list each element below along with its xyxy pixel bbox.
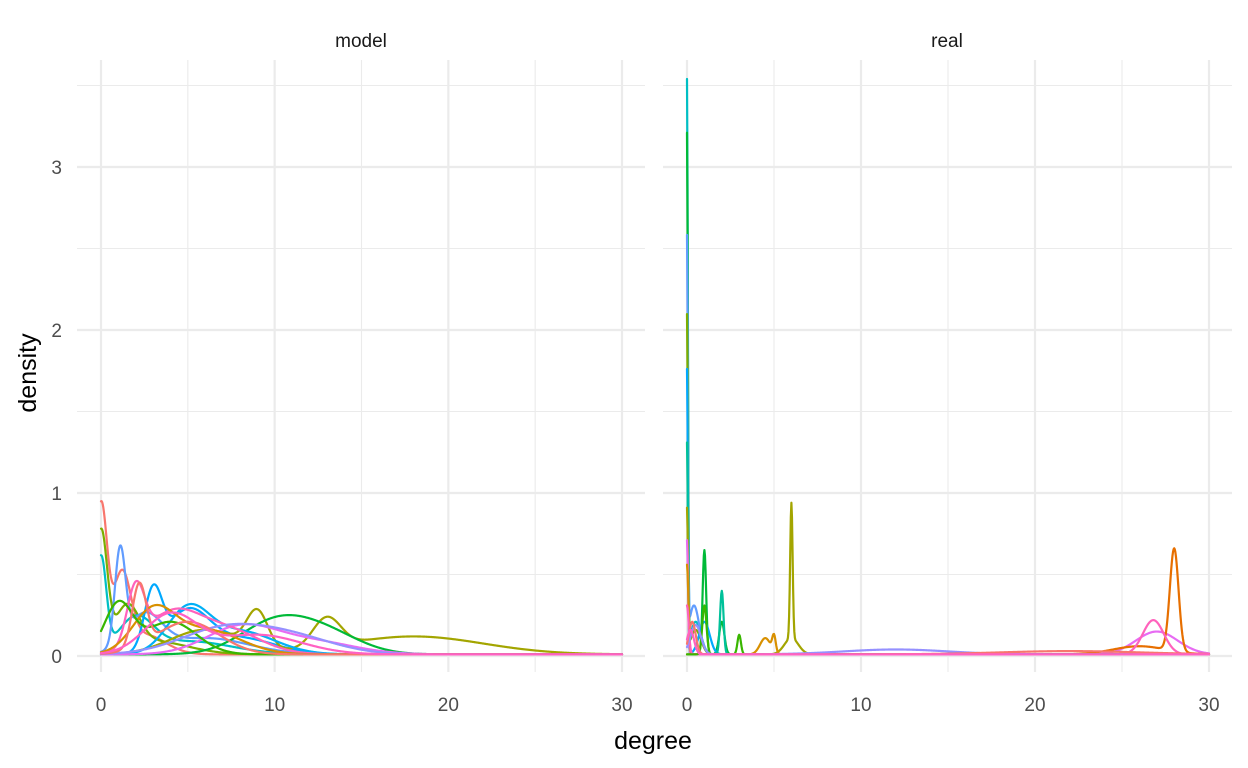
- density-line-real-14: [685, 628, 1211, 656]
- density-line-model-5: [99, 607, 624, 656]
- x-tick-label: 0: [96, 695, 107, 716]
- y-tick-label: 2: [51, 321, 62, 342]
- x-tick-label: 20: [1024, 695, 1045, 716]
- y-tick-label: 1: [51, 484, 62, 505]
- x-tick-label: 20: [438, 695, 459, 716]
- x-tick-label: 10: [264, 695, 285, 716]
- x-tick-label: 30: [611, 695, 632, 716]
- y-tick-label: 0: [51, 647, 62, 668]
- panel-model: 0 10 20 30 0 1 2 3: [51, 60, 645, 716]
- x-tick-label: 0: [682, 695, 693, 716]
- y-tick-label: 3: [51, 158, 62, 179]
- x-tick-label: 30: [1198, 695, 1219, 716]
- y-axis-title: density: [14, 333, 42, 413]
- x-axis-title: degree: [614, 727, 692, 755]
- strip-label-real: real: [931, 31, 963, 52]
- panel-real: 0 10 20 30: [663, 60, 1232, 716]
- x-tick-label: 10: [850, 695, 871, 716]
- density-line-model-14: [99, 611, 624, 656]
- strip-label-model: model: [335, 31, 387, 52]
